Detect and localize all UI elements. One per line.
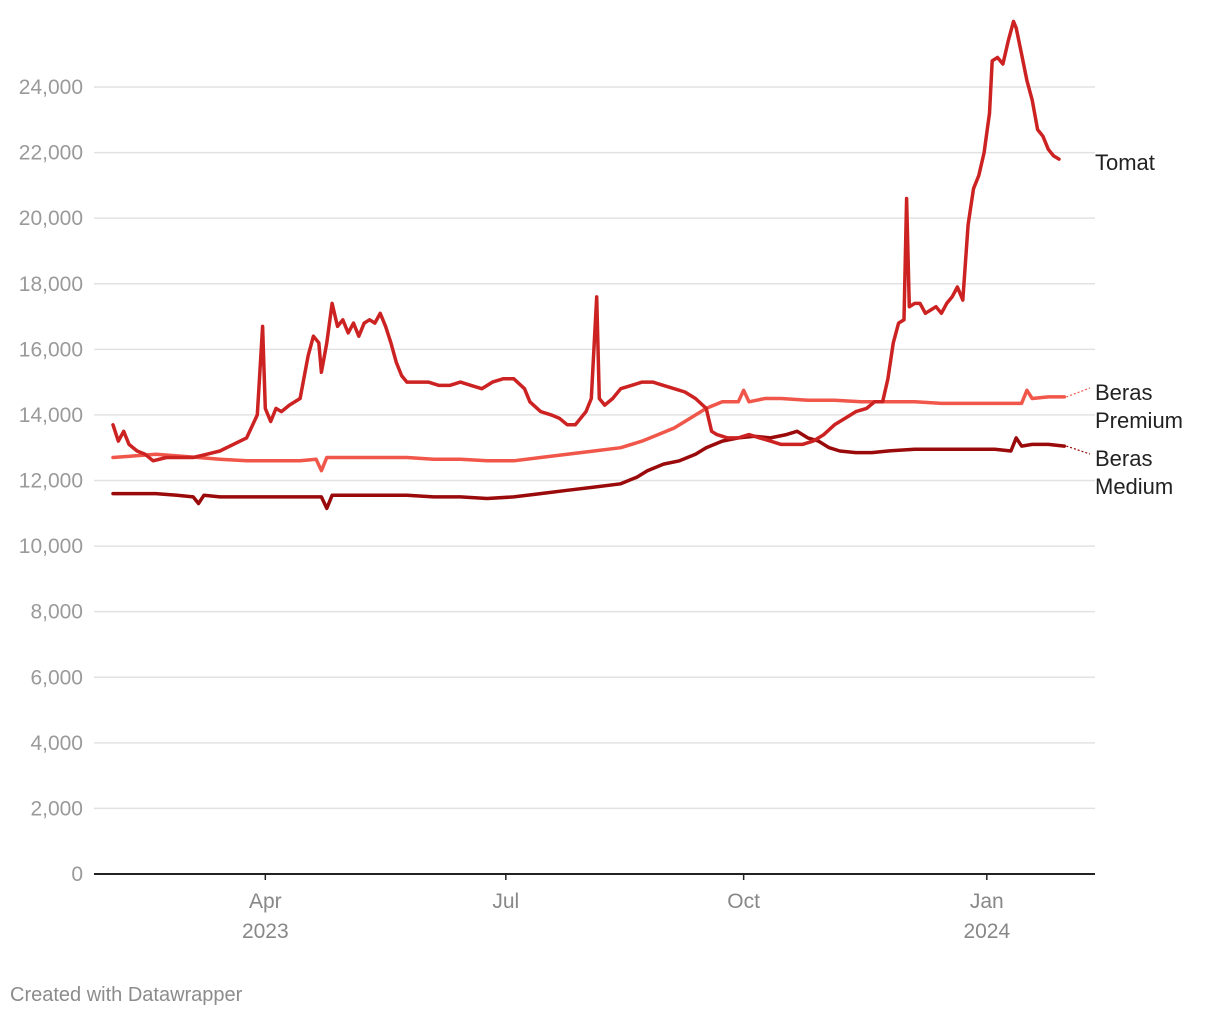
y-tick-label: 16,000 [19, 338, 83, 361]
y-tick-label: 10,000 [19, 535, 83, 558]
y-tick-label: 8,000 [30, 601, 83, 624]
footer-credit: Created with Datawrapper [10, 984, 243, 1006]
x-tick-label: Jul [492, 890, 519, 913]
y-tick-label: 2,000 [30, 797, 83, 820]
x-tick-sublabel: 2024 [963, 920, 1010, 943]
series-line-tomat [111, 19, 1061, 463]
x-tick-label: Oct [727, 890, 760, 913]
series-label-tomat: Tomat [1095, 150, 1155, 175]
series-line-beras-medium [111, 429, 1067, 511]
x-tick-label: Apr [249, 890, 282, 913]
series-line-beras-premium [111, 388, 1067, 473]
label-connector [1066, 445, 1091, 455]
y-tick-label: 22,000 [19, 142, 83, 165]
x-axis: Apr 2023 Jul Oct Jan 2024 [242, 874, 1010, 943]
series-labels: Tomat Beras Premium Beras Medium [1066, 150, 1183, 499]
y-tick-label: 18,000 [19, 273, 83, 296]
y-tick-label: 14,000 [19, 404, 83, 427]
x-tick-sublabel: 2023 [242, 920, 289, 943]
grid-layer [94, 86, 1095, 875]
x-tick-label: Jan [970, 890, 1004, 913]
y-tick-label: 0 [71, 863, 83, 886]
y-tick-label: 12,000 [19, 470, 83, 493]
y-tick-label: 24,000 [19, 76, 83, 99]
series-layer [111, 19, 1067, 511]
chart-canvas: 0 2,000 4,000 6,000 8,000 10,000 12,000 14,000 1… [19, 19, 1183, 943]
label-connector [1066, 387, 1091, 398]
y-axis: 0 2,000 4,000 6,000 8,000 10,000 12,000 14,000 1… [19, 76, 83, 886]
y-tick-label: 6,000 [30, 666, 83, 689]
y-tick-label: 4,000 [30, 732, 83, 755]
series-label-beras-medium: Beras Medium [1095, 446, 1173, 499]
y-tick-label: 20,000 [19, 207, 83, 230]
series-label-beras-premium: Beras Premium [1095, 380, 1183, 433]
